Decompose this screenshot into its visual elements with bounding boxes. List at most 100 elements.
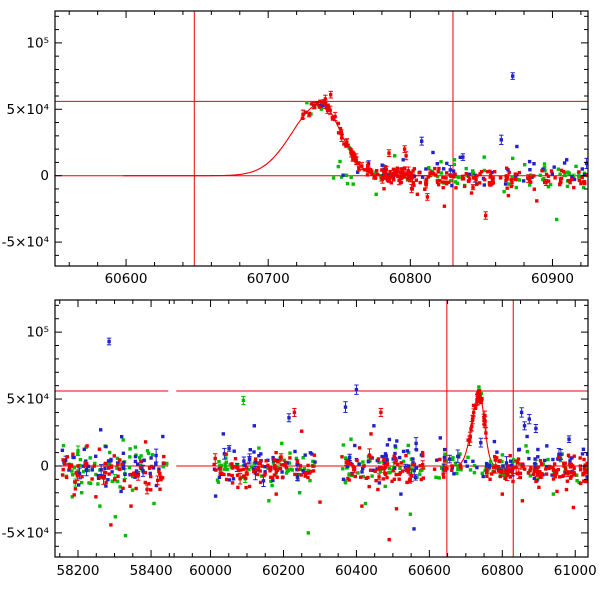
data-point-red <box>564 487 569 492</box>
data-point-red <box>394 472 398 477</box>
data-point-red <box>252 469 256 474</box>
data-point-red <box>388 169 392 174</box>
x-tick-label: 60600 <box>408 563 451 579</box>
data-point-red <box>375 169 379 173</box>
data-point-red <box>571 505 576 510</box>
data-point-blue <box>106 459 111 463</box>
data-point-blue <box>545 444 549 448</box>
data-point-red <box>578 456 582 460</box>
data-point-red <box>345 459 349 463</box>
data-point-red <box>396 174 400 179</box>
data-point-blue <box>414 441 418 446</box>
data-point-blue <box>511 74 515 78</box>
data-point-blue <box>504 461 509 465</box>
data-point-blue <box>424 167 428 171</box>
data-point-red <box>162 454 166 459</box>
data-point-red <box>71 452 75 456</box>
data-point-red <box>498 175 503 179</box>
data-point-red <box>436 180 440 184</box>
data-point-red <box>474 178 478 182</box>
data-point-green <box>161 465 165 469</box>
data-point-red <box>555 468 559 473</box>
data-point-green <box>61 443 66 448</box>
data-point-red <box>121 486 125 490</box>
data-point-green <box>138 456 142 460</box>
data-point-red <box>572 185 576 190</box>
data-point-blue <box>341 477 346 481</box>
data-point-red <box>269 475 273 479</box>
data-point-green <box>361 460 365 464</box>
data-point-red <box>441 472 445 476</box>
data-point-red <box>470 417 475 422</box>
data-point-red <box>381 477 385 481</box>
data-point-red <box>63 461 67 466</box>
data-point-red <box>303 474 307 478</box>
data-point-green <box>123 533 128 538</box>
data-point-red <box>355 458 359 463</box>
data-point-red <box>330 117 335 121</box>
data-point-red <box>468 434 472 438</box>
data-point-green <box>88 481 93 485</box>
data-point-red <box>109 464 114 468</box>
data-point-red <box>374 478 378 483</box>
data-point-green <box>331 176 336 180</box>
data-point-red <box>540 472 544 476</box>
data-point-green <box>344 456 348 460</box>
data-point-red <box>516 457 521 461</box>
data-point-red <box>397 477 401 481</box>
data-point-red <box>564 467 568 471</box>
data-point-blue <box>570 174 574 179</box>
data-point-blue <box>104 444 108 449</box>
data-point-green <box>218 469 223 473</box>
data-point-red <box>438 457 442 462</box>
data-point-red <box>220 471 224 475</box>
data-point-red <box>505 473 509 477</box>
data-point-green <box>218 464 222 468</box>
data-point-blue <box>401 449 406 454</box>
data-point-red <box>500 470 504 474</box>
data-point-red <box>306 475 310 480</box>
data-point-red <box>402 147 407 151</box>
data-point-red <box>147 482 151 486</box>
data-point-red <box>404 154 408 158</box>
y-tick-label: 0 <box>40 168 49 184</box>
data-point-red <box>387 151 391 155</box>
data-point-green <box>139 454 143 458</box>
data-point-red <box>112 454 116 458</box>
data-point-green <box>466 455 470 459</box>
data-point-blue <box>405 449 410 453</box>
data-point-red <box>260 464 264 468</box>
data-point-green <box>408 471 413 475</box>
data-point-red <box>336 131 341 135</box>
data-point-blue <box>280 470 284 474</box>
data-point-blue <box>463 459 468 464</box>
data-point-red <box>292 410 297 415</box>
data-point-blue <box>213 494 218 498</box>
data-point-red <box>505 186 509 190</box>
data-point-red <box>61 458 65 462</box>
data-point-green <box>398 466 402 470</box>
data-point-blue <box>492 439 497 444</box>
data-point-green <box>410 467 414 471</box>
data-point-blue <box>109 457 113 462</box>
data-point-blue <box>151 466 156 470</box>
data-point-red <box>97 447 102 451</box>
data-point-red <box>398 170 403 175</box>
data-point-red <box>487 181 492 185</box>
data-point-red <box>404 453 408 458</box>
data-point-red <box>134 486 138 491</box>
data-point-red <box>555 489 559 494</box>
data-point-red <box>471 176 476 180</box>
data-point-red <box>94 495 98 499</box>
data-point-blue <box>60 448 65 452</box>
data-point-red <box>532 468 537 472</box>
data-point-red <box>551 468 556 472</box>
data-point-red <box>399 461 403 465</box>
data-point-green <box>341 467 345 471</box>
data-point-red <box>473 404 478 409</box>
data-point-blue <box>438 436 442 440</box>
data-point-green <box>282 458 286 462</box>
data-point-blue <box>251 467 256 471</box>
data-point-red <box>377 475 381 479</box>
data-point-green <box>280 441 284 446</box>
